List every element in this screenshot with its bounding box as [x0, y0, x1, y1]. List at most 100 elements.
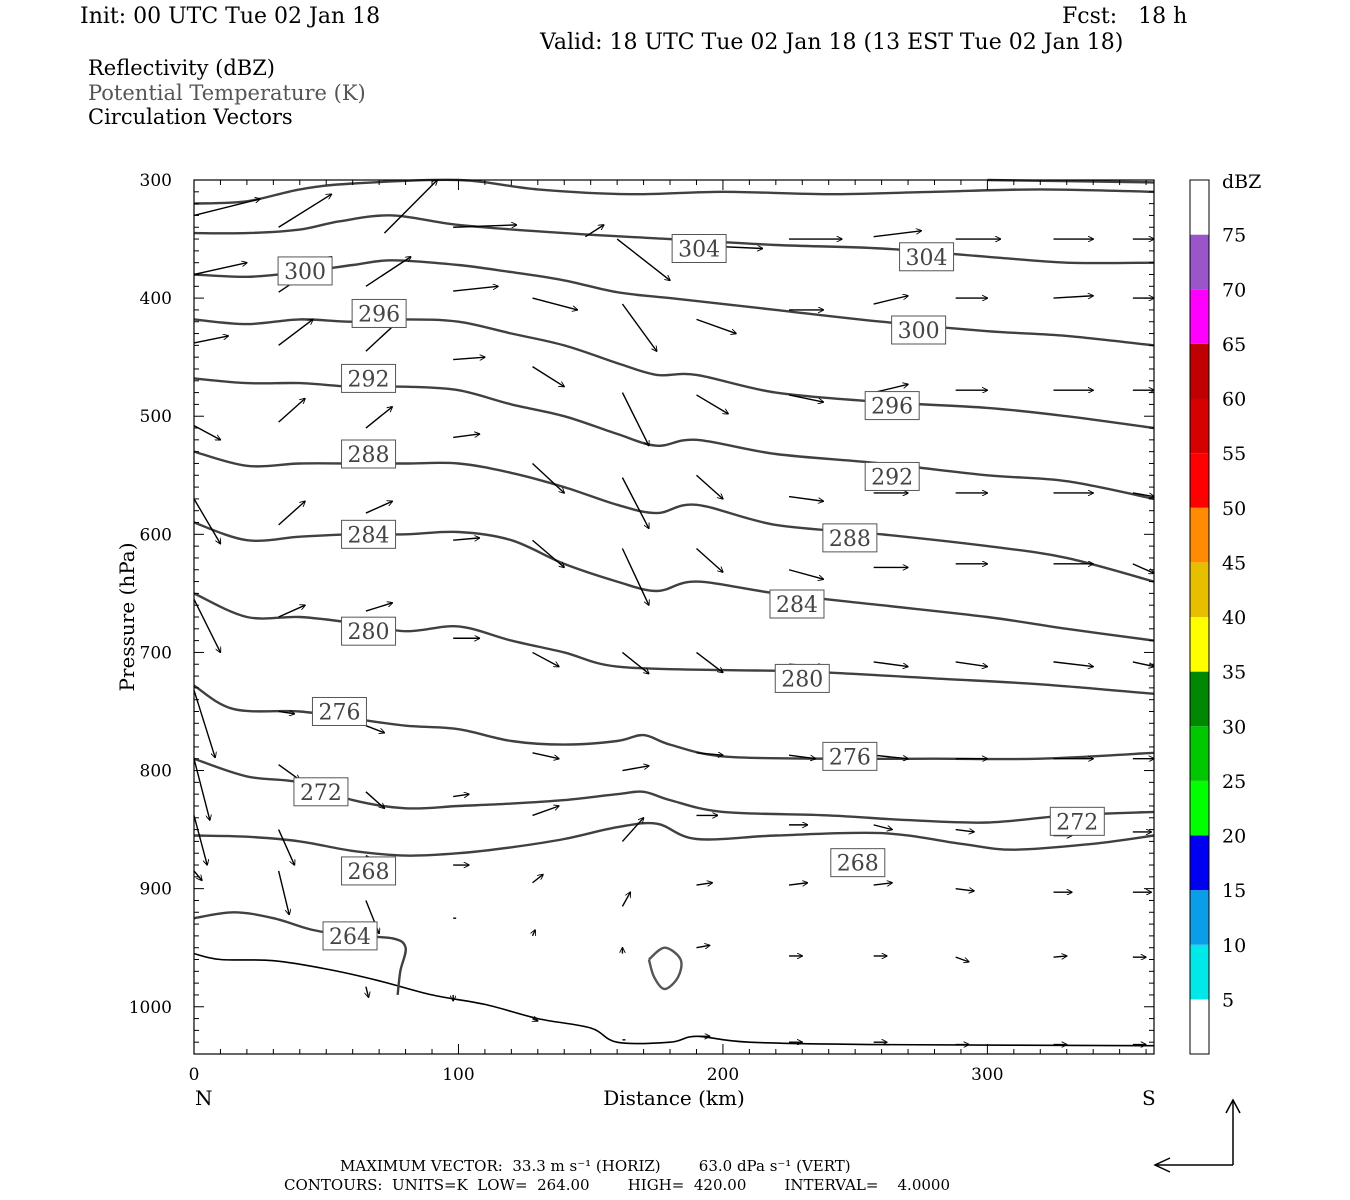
- vector-arrow: [696, 945, 709, 947]
- y-tick-label: 900: [140, 880, 172, 900]
- end-label-south: S: [1142, 1086, 1156, 1110]
- vector-arrow: [278, 501, 305, 526]
- colorbar-swatch: [1190, 726, 1209, 781]
- isentrope-label-288: 288: [829, 527, 871, 552]
- isentrope-label-box: [341, 363, 397, 393]
- isentrope-label-280: 280: [348, 620, 390, 645]
- vector-arrow: [365, 407, 392, 429]
- field-theta: Potential Temperature (K): [88, 81, 366, 105]
- y-tick-label: 1000: [129, 998, 172, 1018]
- vector-arrow: [383, 180, 437, 234]
- colorbar-level-50: 50: [1222, 498, 1246, 520]
- colorbar-swatch: [1190, 562, 1209, 617]
- vector-arrow: [621, 892, 630, 907]
- colorbar-swatch: [1190, 507, 1209, 563]
- vector-arrow: [1132, 492, 1154, 497]
- vector-arrow: [193, 598, 220, 652]
- isentrope-304: [193, 214, 1155, 265]
- vector-arrow: [278, 711, 295, 713]
- colorbar-swatch: [1190, 780, 1209, 836]
- vector-arrow: [366, 986, 369, 998]
- isentrope-label-box: [277, 256, 333, 286]
- colorbar-swatch: [1190, 343, 1209, 399]
- vector-arrow: [696, 753, 722, 755]
- vector-arrow: [788, 495, 823, 502]
- colorbar-swatch: [1190, 890, 1209, 945]
- vector-arrow: [621, 818, 643, 842]
- vector-arrow: [532, 752, 559, 759]
- vector-arrow: [788, 394, 823, 402]
- vector-arrow: [873, 296, 908, 305]
- vector-arrow: [193, 336, 228, 344]
- isentrope-label-280: 280: [781, 667, 823, 692]
- vector-arrow: [453, 434, 479, 439]
- isentrope-label-box: [830, 848, 886, 878]
- isentrope-label-276: 276: [318, 700, 360, 725]
- isentrope-label-box: [341, 616, 397, 646]
- vector-arrow: [621, 651, 648, 673]
- valid-time: Valid: 18 UTC Tue 02 Jan 18 (13 EST Tue …: [540, 30, 1124, 55]
- isentrope-268: [193, 821, 1155, 857]
- vector-arrow: [453, 538, 479, 540]
- isentrope-label-268: 268: [348, 860, 390, 885]
- vector-arrow: [365, 501, 392, 514]
- colorbar-swatch: [1190, 944, 1209, 1000]
- colorbar-swatch: [1190, 289, 1209, 344]
- isentrope-label-box: [322, 921, 378, 951]
- vector-arrow: [365, 791, 385, 809]
- isentrope-label-box: [822, 741, 878, 771]
- vector-arrow: [533, 930, 536, 937]
- vector-arrow: [955, 889, 975, 891]
- x-axis-label: Distance (km): [603, 1086, 745, 1110]
- vector-arrow: [788, 569, 823, 579]
- isentrope-label-box: [341, 856, 397, 886]
- colorbar-level-35: 35: [1222, 662, 1246, 684]
- field-vectors: Circulation Vectors: [88, 105, 293, 129]
- isentrope-label-296: 296: [358, 302, 400, 327]
- reference-vector-arrow: [1153, 1098, 1241, 1173]
- x-tick-label: 200: [707, 1065, 739, 1085]
- vector-arrow: [365, 603, 392, 612]
- vector-arrow: [453, 794, 469, 796]
- vector-arrow: [873, 883, 893, 885]
- x-tick-label: 300: [971, 1065, 1003, 1085]
- isentrope-label-288: 288: [348, 443, 390, 468]
- isentrope-label-284: 284: [776, 593, 818, 618]
- colorbar-swatch: [1190, 453, 1209, 508]
- closed-contour: [647, 946, 683, 991]
- isentrope-upper-0: [193, 178, 1155, 205]
- isentrope-label-268: 268: [837, 852, 879, 877]
- isentrope-label-272: 272: [300, 781, 342, 806]
- y-tick-label: 300: [140, 171, 172, 191]
- vector-arrow: [532, 806, 559, 817]
- vector-arrow: [277, 870, 290, 915]
- vector-arrow: [873, 231, 922, 238]
- vector-arrow: [533, 1019, 538, 1021]
- isentrope-label-box: [341, 519, 397, 549]
- vector-arrow: [278, 399, 305, 423]
- isentrope-label-box: [341, 439, 397, 469]
- vector-arrow: [621, 392, 648, 446]
- isentrope-296: [193, 318, 1155, 430]
- colorbar-level-60: 60: [1222, 389, 1246, 411]
- isentrope-label-304: 304: [906, 246, 948, 271]
- colorbar-swatch: [1190, 671, 1209, 727]
- vector-arrow: [193, 199, 260, 217]
- vector-arrow: [616, 238, 670, 280]
- vector-arrow: [1053, 661, 1094, 667]
- vector-arrow: [696, 474, 722, 499]
- isentrope-284: [193, 521, 1155, 642]
- vector-arrow: [278, 194, 332, 228]
- terrain-surface-line: [193, 952, 1155, 1047]
- vector-arrow: [622, 766, 648, 772]
- colorbar-level-5: 5: [1222, 989, 1234, 1011]
- isentrope-label-box: [864, 461, 920, 491]
- vector-arrow: [621, 303, 656, 351]
- contour-info: CONTOURS: UNITS=K LOW= 264.00 HIGH= 420.…: [284, 1176, 950, 1194]
- forecast-hour: Fcst: 18 h: [1062, 4, 1188, 29]
- isentrope-label-box: [899, 242, 955, 272]
- vector-arrow: [1053, 956, 1067, 957]
- isentrope-label-box: [671, 234, 727, 264]
- vector-arrow: [532, 366, 565, 387]
